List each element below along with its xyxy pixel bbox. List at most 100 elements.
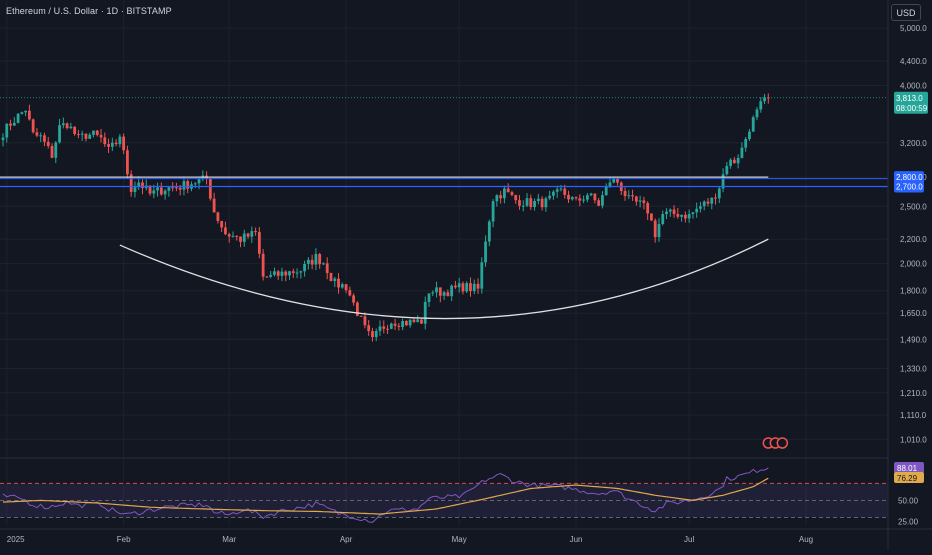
candle-body: [423, 301, 427, 324]
candle-body: [288, 271, 291, 276]
candle-body: [642, 200, 646, 204]
candle-body: [122, 136, 126, 151]
candle-body: [714, 197, 717, 199]
date-tick-label: 2025: [7, 535, 25, 544]
countdown-label: 08:00:59: [896, 104, 928, 113]
candle-body: [755, 109, 759, 118]
candle-body: [58, 125, 61, 143]
grid-lines: [0, 0, 888, 526]
date-tick-label: Mar: [222, 535, 236, 544]
candle-body: [589, 193, 593, 196]
price-tick-label: 5,000.0: [900, 24, 927, 33]
candle-body: [442, 292, 446, 296]
rsi-ma-badge: [894, 471, 924, 483]
candle-body: [314, 254, 318, 265]
candle-body: [333, 278, 337, 281]
date-tick-label: Feb: [117, 535, 131, 544]
price-tick-label: 2,200.0: [900, 235, 927, 244]
candle-body: [469, 283, 472, 292]
candle-body: [525, 198, 529, 206]
candle-body: [751, 117, 755, 132]
candle-body: [95, 130, 99, 135]
candle-body: [133, 187, 137, 192]
price-tick-label: 1,650.0: [900, 309, 927, 318]
currency-button[interactable]: USD: [891, 4, 921, 21]
candle-body: [208, 178, 212, 199]
candle-body: [578, 198, 582, 201]
price-tick-label: 2,000.0: [900, 260, 927, 269]
candle-body: [544, 198, 548, 208]
candle-body: [570, 197, 574, 200]
candle-body: [163, 190, 167, 195]
candle-body: [631, 195, 634, 197]
candle-body: [408, 319, 412, 326]
candle-body: [484, 241, 487, 263]
rsi-tick-label: 25.00: [898, 518, 919, 527]
price-tick-label: 1,010.0: [900, 435, 927, 444]
candle-body: [374, 330, 378, 338]
rsi-value-badge: [894, 461, 924, 473]
candle-body: [616, 178, 619, 183]
candle-body: [665, 211, 668, 215]
candle-body: [186, 181, 190, 189]
candle-body: [46, 141, 50, 146]
candle-body: [156, 187, 159, 191]
candle-body: [318, 254, 322, 265]
candles: [1, 93, 770, 342]
candle-body: [152, 190, 156, 194]
candle-body: [340, 284, 344, 288]
candle-body: [699, 206, 702, 209]
candle-body: [69, 126, 73, 129]
candle-body: [5, 123, 9, 138]
candle-body: [638, 200, 642, 202]
candle-body: [110, 142, 114, 147]
candle-body: [257, 231, 261, 254]
candle-body: [182, 181, 186, 190]
rsi-ma-label: 76.29: [897, 474, 918, 483]
candle-body: [352, 295, 356, 303]
candle-body: [680, 214, 683, 217]
candle-body: [759, 101, 763, 110]
chart-title: Ethereum / U.S. Dollar · 1D · BITSTAMP: [6, 6, 172, 16]
date-tick-label: Jul: [684, 535, 694, 544]
candle-body: [43, 135, 46, 142]
candle-body: [167, 187, 171, 191]
price-tick-label: 4,400.0: [900, 57, 927, 66]
candle-body: [533, 201, 536, 208]
candle-body: [9, 123, 12, 126]
candle-body: [250, 231, 254, 237]
candle-body: [646, 203, 650, 214]
candle-body: [227, 234, 231, 237]
level-price-label-bg: [894, 180, 924, 193]
candle-body: [461, 283, 465, 292]
candle-body: [729, 159, 733, 166]
price-tick-label: 1,490.0: [900, 335, 927, 344]
candle-body: [386, 328, 389, 330]
candle-body: [661, 214, 665, 225]
candle-body: [608, 182, 612, 187]
candle-body: [1, 137, 5, 141]
overlay-drawings: [0, 97, 888, 449]
candle-body: [35, 132, 39, 136]
candle-body: [284, 271, 288, 276]
candle-body: [118, 136, 122, 145]
candle-body: [472, 283, 476, 292]
candle-body: [254, 231, 257, 233]
event-flag-icon: [776, 437, 789, 449]
price-tick-label: 1,800.0: [900, 287, 927, 296]
candle-body: [691, 212, 695, 215]
candle-body: [159, 187, 163, 195]
candle-body: [480, 262, 484, 289]
candle-body: [224, 227, 227, 235]
rsi-ma-line: [2, 477, 769, 515]
level-price-label: 2,800.0: [896, 173, 923, 182]
candle-body: [687, 214, 691, 219]
candle-body: [61, 123, 65, 126]
candle-body: [446, 292, 450, 297]
candle-body: [77, 134, 80, 136]
candle-body: [197, 179, 201, 184]
candle-body: [397, 325, 401, 327]
candle-body: [725, 165, 729, 175]
candle-body: [65, 123, 69, 129]
